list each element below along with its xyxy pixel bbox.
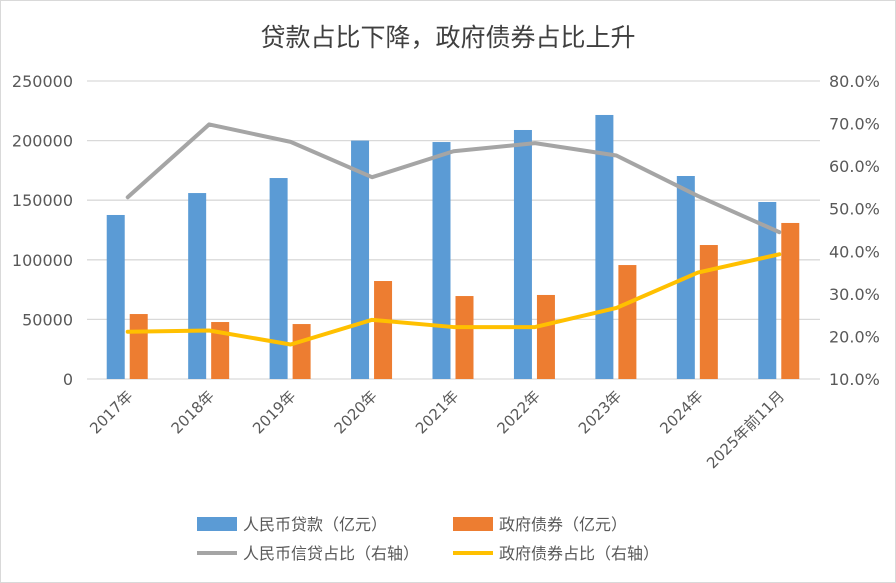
bar-gov-bond	[781, 222, 800, 379]
right-tick-label: 80.0%	[829, 72, 880, 91]
bar-gov-bond	[374, 281, 393, 379]
right-tick-label: 70.0%	[829, 115, 880, 134]
bar-rmb-loan	[513, 129, 532, 379]
left-tick-label: 100000	[12, 251, 73, 270]
legend-label: 政府债券（亿元）	[499, 515, 627, 534]
bar-rmb-loan	[351, 140, 370, 379]
x-tick-label: 2018年	[168, 387, 218, 437]
x-tick-label: 2021年	[412, 387, 462, 437]
bar-gov-bond	[536, 294, 555, 379]
left-tick-label: 50000	[22, 310, 73, 329]
x-tick-label: 2023年	[575, 387, 625, 437]
bar-rmb-loan	[758, 201, 777, 379]
bar-gov-bond	[211, 322, 230, 379]
right-tick-label: 30.0%	[829, 285, 880, 304]
right-tick-label: 20.0%	[829, 327, 880, 346]
x-tick-label: 2017年	[86, 387, 136, 437]
left-tick-label: 0	[63, 370, 73, 389]
bar-gov-bond	[292, 324, 311, 379]
bar-rmb-loan	[106, 214, 125, 379]
x-tick-label: 2025年前11月	[703, 387, 788, 472]
legend-label: 人民币信贷占比（右轴）	[243, 544, 419, 563]
left-tick-label: 150000	[12, 191, 73, 210]
x-tick-label: 2020年	[331, 387, 381, 437]
x-tick-label: 2024年	[656, 387, 706, 437]
right-tick-label: 40.0%	[829, 242, 880, 261]
right-tick-label: 10.0%	[829, 370, 880, 389]
bar-rmb-loan	[269, 178, 288, 379]
right-tick-label: 60.0%	[829, 157, 880, 176]
legend-swatch	[197, 517, 237, 531]
right-tick-label: 50.0%	[829, 200, 880, 219]
bar-gov-bond	[455, 296, 474, 379]
left-tick-label: 250000	[12, 72, 73, 91]
legend-label: 政府债券占比（右轴）	[499, 544, 659, 563]
x-tick-label: 2022年	[493, 387, 543, 437]
bar-rmb-loan	[432, 142, 451, 379]
bar-gov-bond	[618, 265, 637, 379]
chart-title: 贷款占比下降，政府债券占比上升	[260, 23, 635, 52]
left-tick-label: 200000	[12, 132, 73, 151]
bar-gov-bond	[699, 245, 718, 379]
bar-rmb-loan	[188, 193, 207, 379]
legend-swatch	[453, 517, 493, 531]
x-tick-label: 2019年	[249, 387, 299, 437]
bar-gov-bond	[129, 314, 148, 379]
legend-label: 人民币贷款（亿元）	[243, 515, 387, 534]
